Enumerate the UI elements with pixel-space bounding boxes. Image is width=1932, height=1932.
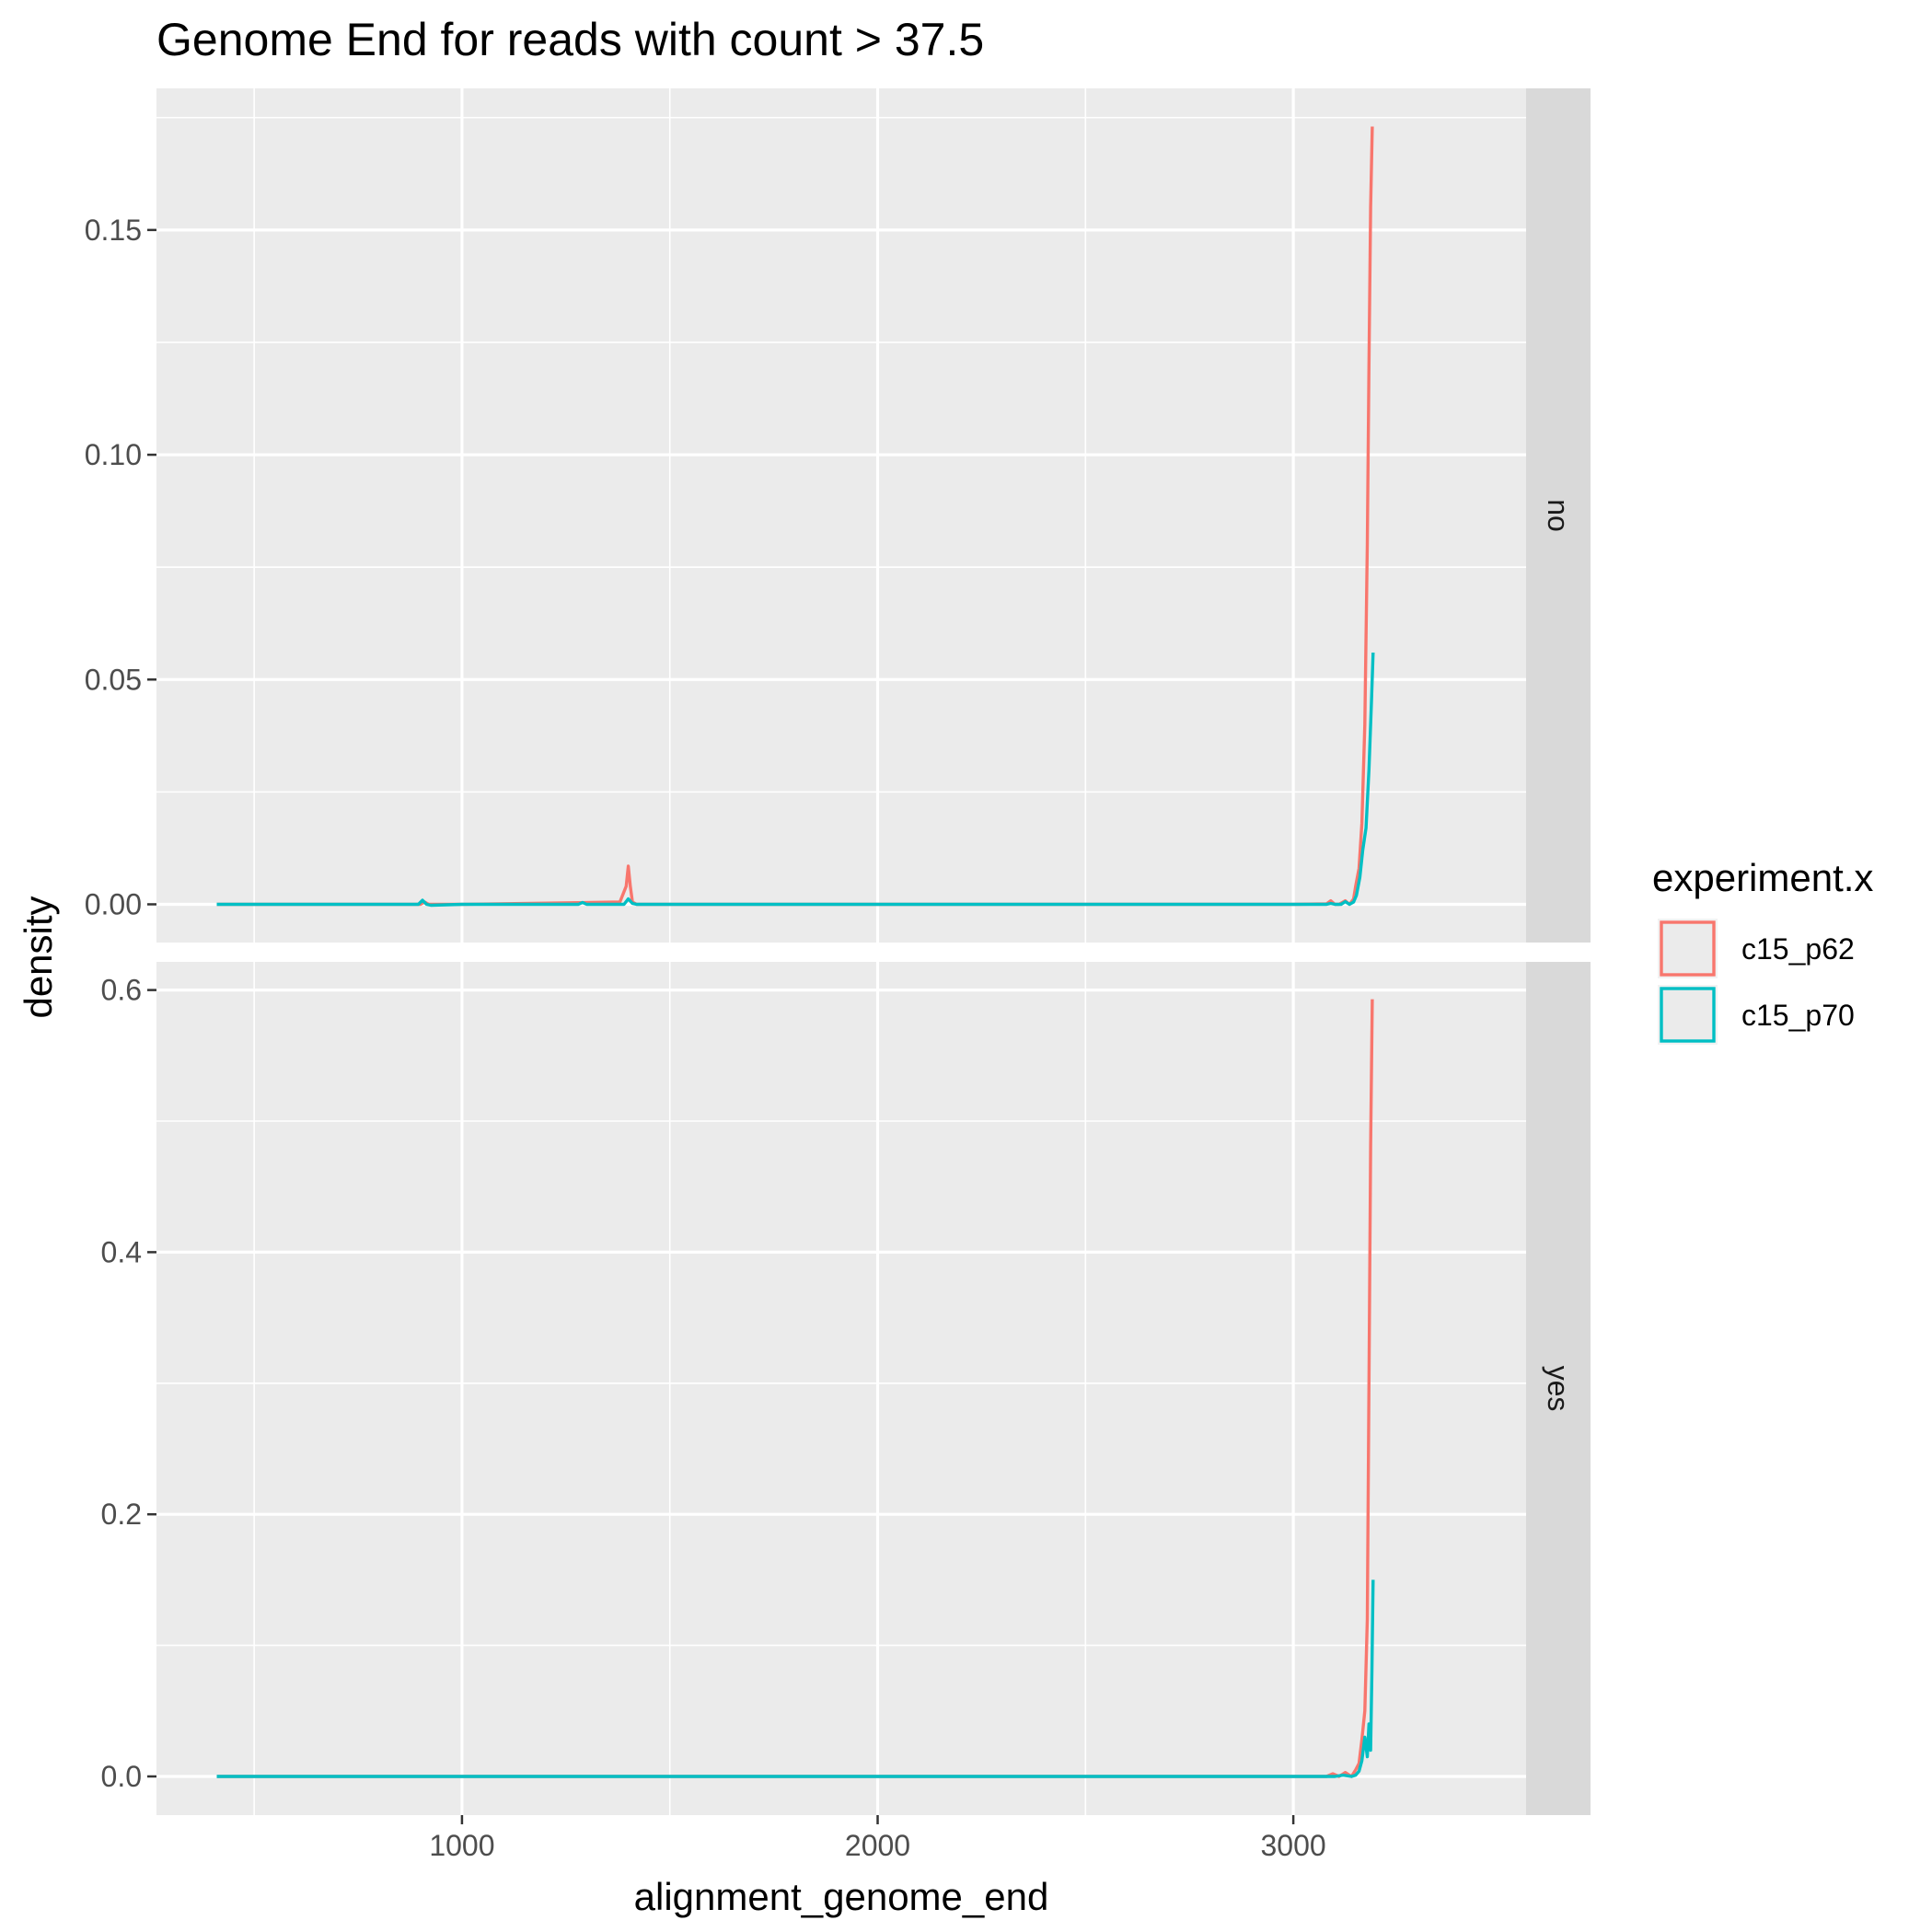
facet-strip-label: no bbox=[1542, 499, 1575, 532]
legend: experiment.x c15_p62 c15_p70 bbox=[1652, 856, 1873, 1045]
y-tick-label: 0.2 bbox=[101, 1498, 142, 1531]
facet-panel-no: 0.00 0.05 0.10 0.15 no bbox=[85, 88, 1591, 943]
legend-label-c15_p62: c15_p62 bbox=[1741, 932, 1855, 966]
x-axis-title: alignment_genome_end bbox=[634, 1875, 1049, 1918]
panel-background bbox=[156, 88, 1526, 943]
y-tick-label: 0.15 bbox=[85, 214, 142, 247]
y-tick-label: 0.05 bbox=[85, 663, 142, 696]
x-tick-label: 3000 bbox=[1261, 1829, 1326, 1862]
facet-panel-yes: 0.0 0.2 0.4 0.6 yes bbox=[101, 962, 1591, 1815]
facet-strip-no bbox=[1526, 88, 1591, 943]
x-axis: 1000 2000 3000 bbox=[429, 1815, 1326, 1862]
legend-title: experiment.x bbox=[1652, 856, 1873, 899]
x-tick-label: 1000 bbox=[429, 1829, 494, 1862]
facet-panels: 0.00 0.05 0.10 0.15 no 0.0 0.2 0.4 0.6 yes bbox=[85, 88, 1591, 1815]
y-tick-label: 0.00 bbox=[85, 887, 142, 920]
legend-label-c15_p70: c15_p70 bbox=[1741, 999, 1855, 1032]
chart-title: Genome End for reads with count > 37.5 bbox=[156, 14, 984, 65]
facet-strip-label: yes bbox=[1542, 1366, 1575, 1412]
y-tick-label: 0.4 bbox=[101, 1235, 142, 1268]
x-tick-label: 2000 bbox=[845, 1829, 910, 1862]
legend-key-c15_p70 bbox=[1660, 987, 1716, 1043]
panel-background bbox=[156, 962, 1526, 1815]
y-tick-label: 0.6 bbox=[101, 974, 142, 1007]
facet-strip-yes bbox=[1526, 962, 1591, 1815]
series-line-c15_p70 bbox=[216, 1579, 1375, 1778]
y-axis-title: density bbox=[17, 896, 60, 1018]
y-tick-label: 0.10 bbox=[85, 438, 142, 471]
legend-key-c15_p62 bbox=[1660, 920, 1716, 977]
y-tick-label: 0.0 bbox=[101, 1760, 142, 1793]
series-line-c15_p70 bbox=[216, 652, 1375, 908]
